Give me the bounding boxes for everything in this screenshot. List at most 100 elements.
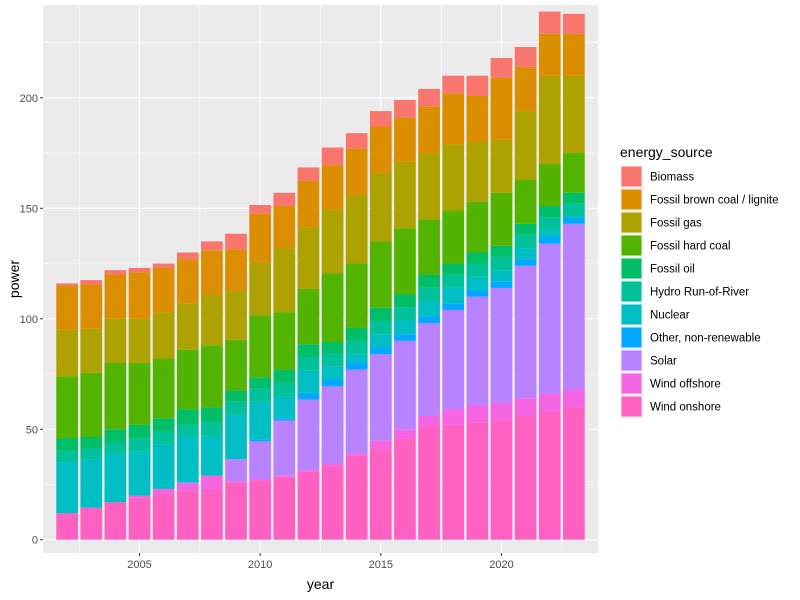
bar-segment: [466, 263, 489, 277]
bar-segment: [297, 471, 320, 540]
bar-segment: [514, 248, 537, 260]
y-tick-label: 150: [20, 203, 38, 215]
bar-segment: [394, 320, 416, 335]
bar-segment: [56, 462, 78, 514]
legend-label: Hydro Run-of-River: [650, 287, 749, 299]
bar-segment: [466, 142, 489, 202]
bar-segment: [249, 478, 272, 481]
bar-segment: [394, 228, 416, 295]
bar-segment: [128, 424, 151, 439]
legend-label: Nuclear: [650, 310, 690, 322]
bar-segment: [563, 33, 585, 76]
bar-segment: [201, 294, 223, 346]
bar-segment: [56, 451, 78, 463]
bar-segment: [321, 209, 344, 274]
y-tick-label: 200: [20, 93, 38, 105]
bar-stack-2019: [466, 75, 489, 540]
bar-segment: [104, 453, 127, 503]
bar-segment: [418, 153, 440, 220]
bar-segment: [80, 436, 103, 449]
bar-segment: [466, 404, 489, 423]
x-tick-label: 2010: [248, 559, 272, 571]
bar-segment: [466, 252, 489, 264]
legend-label: Fossil oil: [650, 264, 695, 276]
bar-segment: [418, 287, 440, 302]
legend-key-swatch: [621, 258, 642, 279]
bar-segment: [249, 388, 272, 402]
bar-segment: [345, 327, 368, 341]
bar-segment: [225, 233, 247, 250]
bar-segment: [563, 389, 585, 408]
bar-segment: [345, 354, 368, 363]
bar-segment: [442, 409, 465, 425]
bar-segment: [538, 206, 561, 218]
bar-segment: [369, 354, 392, 441]
bar-segment: [394, 438, 416, 540]
bar-segment: [418, 427, 440, 540]
bar-segment: [490, 287, 513, 403]
bar-segment: [514, 66, 537, 112]
legend-key-swatch: [621, 166, 642, 187]
bar-segment: [369, 307, 392, 321]
legend-key-swatch: [621, 189, 642, 210]
legend-label: Fossil hard coal: [650, 241, 731, 253]
legend-label: Biomass: [650, 172, 694, 184]
bar-segment: [249, 315, 272, 378]
legend-item: Wind onshore: [620, 395, 721, 418]
bar-segment: [514, 111, 537, 180]
bar-segment: [128, 438, 151, 452]
legend-title: energy_source: [620, 144, 713, 160]
bar-segment: [128, 451, 151, 496]
bar-segment: [514, 223, 537, 235]
bar-segment: [297, 227, 320, 289]
bar-segment: [176, 349, 199, 410]
bar-segment: [176, 259, 199, 304]
bar-segment: [394, 429, 416, 439]
bar-segment: [563, 223, 585, 390]
bar-segment: [297, 180, 320, 228]
bar-stack-2006: [152, 263, 175, 540]
bar-segment: [273, 420, 296, 476]
bar-stack-2016: [394, 100, 416, 540]
bar-segment: [201, 241, 223, 251]
bar-segment: [514, 46, 537, 67]
bar-segment: [369, 126, 392, 173]
legend-key-swatch: [621, 350, 642, 371]
bar-segment: [225, 339, 247, 391]
bar-segment: [563, 407, 585, 540]
bar-segment: [152, 312, 175, 359]
bar-segment: [442, 287, 465, 304]
legend-label: Wind offshore: [650, 379, 721, 391]
bar-segment: [394, 100, 416, 118]
bar-segment: [369, 172, 392, 242]
bar-stack-2011: [273, 192, 296, 540]
bar-segment: [201, 345, 223, 408]
bar-segment: [345, 195, 368, 264]
x-tick-label: 2005: [127, 559, 151, 571]
legend-item: Other, non-renewable: [620, 326, 761, 349]
bar-segment: [56, 376, 78, 439]
bar-segment: [490, 402, 513, 421]
bar-segment: [369, 334, 392, 348]
bar-segment: [201, 475, 223, 489]
bar-segment: [442, 75, 465, 94]
bar-segment: [538, 33, 561, 76]
x-axis-title: year: [307, 576, 335, 592]
bar-segment: [369, 241, 392, 308]
bar-segment: [490, 245, 513, 257]
bar-stack-2003: [80, 280, 103, 540]
bar-stack-2023: [563, 13, 585, 540]
bar-segment: [128, 362, 151, 425]
bar-segment: [490, 281, 513, 288]
bar-segment: [369, 440, 392, 450]
legend-item: Nuclear: [620, 303, 690, 326]
bar-segment: [442, 424, 465, 540]
legend-key-swatch: [621, 327, 642, 348]
bar-segment: [273, 396, 296, 419]
bar-segment: [563, 217, 585, 224]
bar-segment: [225, 414, 247, 460]
bar-segment: [249, 401, 272, 440]
bar-segment: [321, 366, 344, 380]
bar-segment: [80, 328, 103, 373]
